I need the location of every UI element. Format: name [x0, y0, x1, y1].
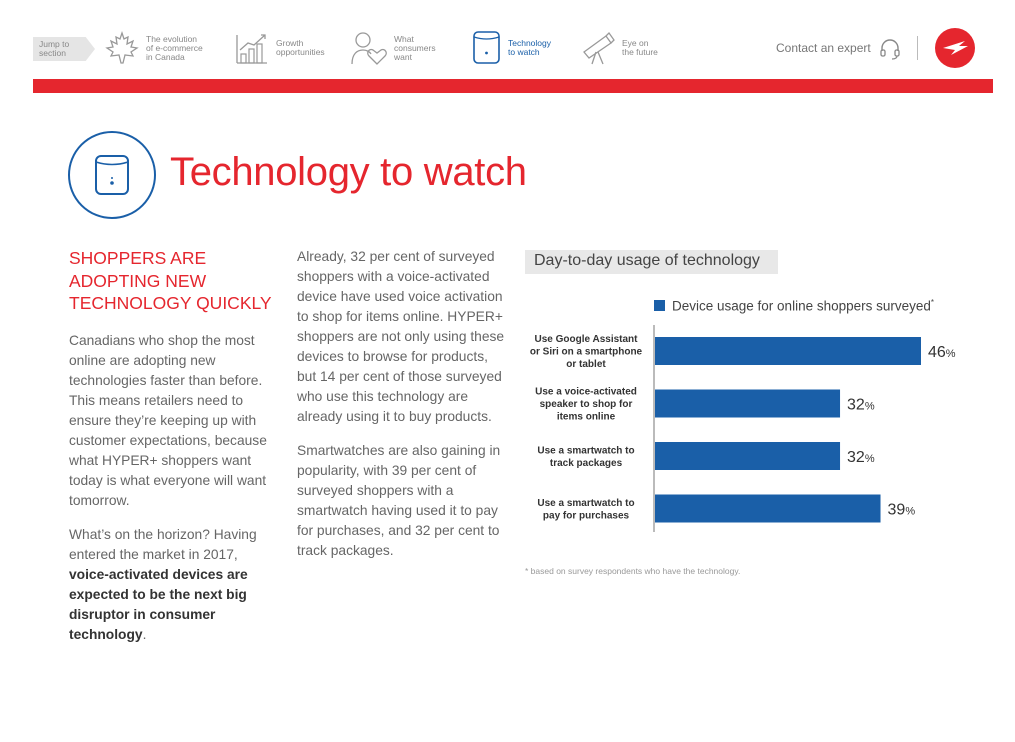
nav-label: Eye on the future: [622, 38, 658, 57]
emphasis-text: voice-activated devices are expected to …: [69, 566, 248, 642]
chart-title-box: Day-to-day usage of technology: [525, 250, 778, 274]
legend-label: Device usage for online shoppers surveye…: [672, 298, 934, 314]
jump-to-section[interactable]: Jump to section: [33, 37, 95, 61]
smart-speaker-icon: [473, 31, 500, 64]
bar-chart: Use Google Assistant or Siri on a smartph…: [530, 325, 956, 532]
growth-chart-icon: [236, 34, 267, 64]
nav-divider: [917, 36, 918, 60]
contact-expert-link[interactable]: Contact an expert: [776, 41, 871, 55]
body-paragraph: Canadians who shop the most online are a…: [69, 332, 267, 508]
chart-footnote: * based on survey respondents who have t…: [525, 566, 741, 576]
category-label: Use a voice-activated speaker to shop for…: [535, 387, 637, 423]
value-label: 32%: [847, 397, 875, 414]
text-run: What’s on the horizon? Having entered th…: [69, 526, 257, 562]
section-icon-circle: [68, 131, 156, 219]
legend-text: Device usage for online shoppers surveye…: [672, 298, 931, 314]
nav-item-consumers[interactable]: What consumers want: [350, 30, 436, 66]
body-paragraph: Already, 32 per cent of surveyed shopper…: [297, 249, 505, 424]
category-label: Use Google Assistant or Siri on a smartph…: [530, 334, 643, 370]
headset-icon[interactable]: [878, 37, 902, 61]
bar: [655, 337, 921, 365]
bar: [655, 442, 841, 470]
chart-legend: Device usage for online shoppers surveye…: [654, 298, 934, 314]
bar: [655, 494, 881, 523]
nav-item-future[interactable]: Eye on the future: [580, 30, 658, 66]
canada-post-logo[interactable]: [935, 28, 975, 68]
nav-label: Technology to watch: [508, 38, 552, 57]
body-paragraph: What’s on the horizon? Having entered th…: [69, 525, 281, 645]
category-label: Use a smartwatch to pay for purchases: [537, 498, 634, 522]
canada-post-logo-mark: [943, 41, 968, 55]
nav-label: What consumers want: [394, 33, 436, 62]
chart-title: Day-to-day usage of technology: [534, 252, 760, 269]
category-label: Use a smartwatch to track packages: [537, 445, 634, 469]
column-middle: Already, 32 per cent of surveyed shopper…: [297, 247, 509, 575]
maple-leaf-icon: [105, 30, 139, 64]
nav-item-technology[interactable]: Technology to watch: [472, 30, 551, 66]
nav-label: Growth opportunities: [276, 38, 325, 57]
value-label: 39%: [888, 502, 916, 519]
smart-speaker-icon: [95, 155, 129, 195]
legend-swatch: [654, 300, 665, 312]
legend-mark: *: [930, 298, 935, 307]
jump-label: Jump to section: [39, 39, 70, 58]
value-label: 32%: [847, 449, 875, 466]
bar: [655, 389, 841, 418]
nav-label: The evolution of e-commerce in Canada: [146, 33, 203, 62]
consumer-heart-icon: [351, 32, 387, 65]
page-title: Technology to watch: [170, 150, 527, 194]
nav-item-evolution[interactable]: The evolution of e-commerce in Canada: [104, 30, 203, 66]
column-left: SHOPPERS ARE ADOPTING NEW TECHNOLOGY QUI…: [69, 247, 281, 659]
section-banner: [33, 79, 993, 93]
nav-item-growth[interactable]: Growth opportunities: [234, 30, 325, 66]
text-run: .: [142, 626, 147, 642]
telescope-icon: [583, 31, 615, 65]
value-label: 46%: [928, 344, 956, 361]
section-subhead: SHOPPERS ARE ADOPTING NEW TECHNOLOGY QUI…: [69, 248, 272, 313]
body-paragraph: Smartwatches are also gaining in popular…: [297, 443, 501, 558]
